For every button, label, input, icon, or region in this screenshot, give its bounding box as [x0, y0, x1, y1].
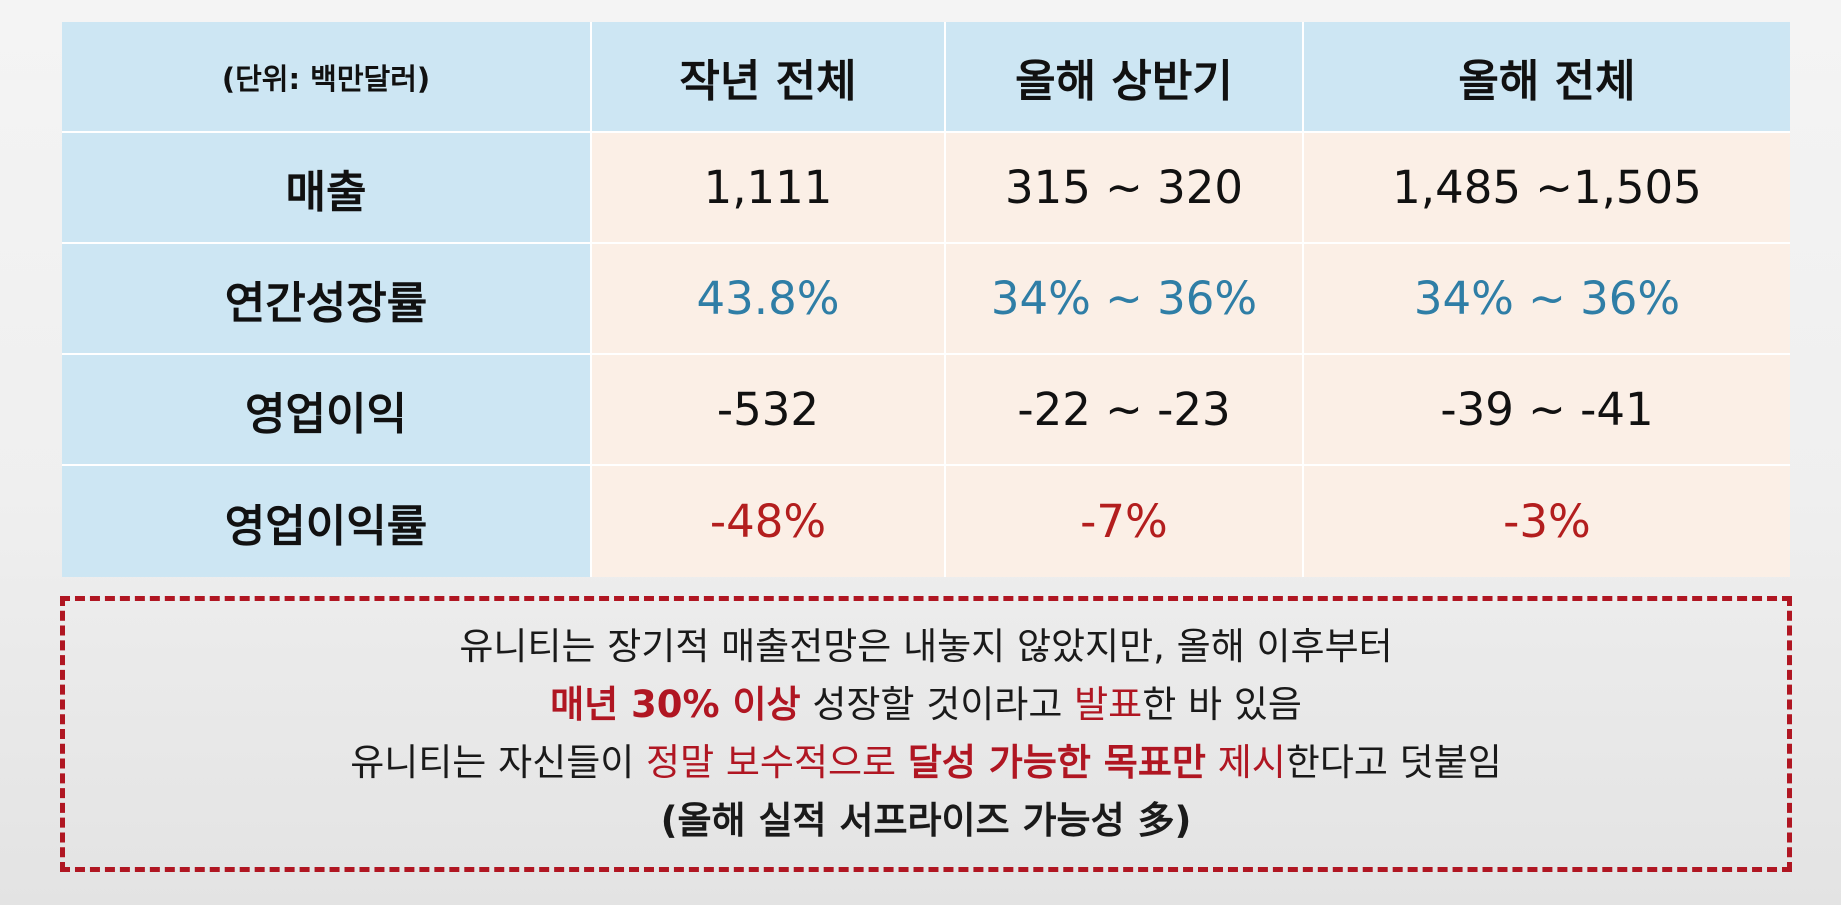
unit-label: (단위: 백만달러) — [62, 22, 592, 133]
note-line-3: 유니티는 자신들이 정말 보수적으로 달성 가능한 목표만 제시한다고 덧붙임 — [350, 734, 1502, 792]
note-text: 유니티는 자신들이 — [350, 741, 647, 784]
column-header-last-year: 작년 전체 — [592, 22, 946, 133]
highlight-conservative: 정말 보수적으로 — [646, 741, 908, 784]
row-label-revenue: 매출 — [62, 133, 592, 244]
highlight-present: 제시 — [1205, 741, 1286, 784]
operating-margin-last-year: -48% — [592, 466, 946, 577]
revenue-first-half: 315 ~ 320 — [946, 133, 1304, 244]
highlight-announcement: 발표 — [1074, 683, 1143, 726]
note-text: 한 바 있음 — [1142, 683, 1302, 726]
note-text: 성장할 것이라고 — [800, 683, 1075, 726]
operating-income-first-half: -22 ~ -23 — [946, 355, 1304, 466]
row-label-operating-income: 영업이익 — [62, 355, 592, 466]
operating-income-this-year: -39 ~ -41 — [1304, 355, 1790, 466]
revenue-this-year: 1,485 ~1,505 — [1304, 133, 1790, 244]
growth-first-half: 34% ~ 36% — [946, 244, 1304, 355]
operating-margin-this-year: -3% — [1304, 466, 1790, 577]
note-text: 한다고 덧붙임 — [1285, 741, 1502, 784]
note-line-1: 유니티는 장기적 매출전망은 내놓지 않았지만, 올해 이후부터 — [459, 625, 1393, 668]
revenue-last-year: 1,111 — [592, 133, 946, 244]
financial-table: (단위: 백만달러) 작년 전체 올해 상반기 올해 전체 매출 1,111 3… — [62, 22, 1790, 577]
highlight-growth-target: 매년 30% 이상 — [550, 683, 801, 726]
note-line-4: (올해 실적 서프라이즈 가능성 多) — [660, 799, 1192, 842]
note-line-2: 매년 30% 이상 성장할 것이라고 발표한 바 있음 — [550, 676, 1302, 734]
operating-income-last-year: -532 — [592, 355, 946, 466]
note-box: 유니티는 장기적 매출전망은 내놓지 않았지만, 올해 이후부터 매년 30% … — [60, 596, 1792, 872]
column-header-this-year: 올해 전체 — [1304, 22, 1790, 133]
row-label-growth-rate: 연간성장률 — [62, 244, 592, 355]
growth-this-year: 34% ~ 36% — [1304, 244, 1790, 355]
growth-last-year: 43.8% — [592, 244, 946, 355]
row-label-operating-margin: 영업이익률 — [62, 466, 592, 577]
highlight-achievable-goal: 달성 가능한 목표만 — [907, 741, 1206, 784]
column-header-first-half: 올해 상반기 — [946, 22, 1304, 133]
operating-margin-first-half: -7% — [946, 466, 1304, 577]
